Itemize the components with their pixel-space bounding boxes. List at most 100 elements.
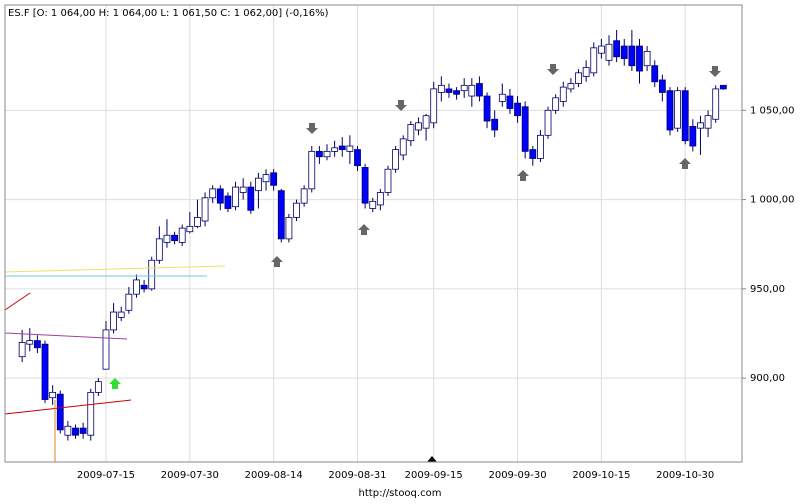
candle-body — [125, 293, 133, 311]
candle-body — [460, 84, 468, 92]
candle-body — [102, 329, 110, 370]
candle-body — [430, 88, 438, 124]
candle-body — [483, 95, 491, 122]
plot-frame — [4, 4, 743, 463]
x-tick-label: 2009-09-15 — [405, 470, 463, 481]
candle-body — [498, 93, 506, 102]
candle-body — [26, 340, 34, 345]
candle-body — [201, 197, 209, 222]
candle-body — [155, 238, 163, 261]
candle-body — [110, 311, 118, 331]
up-arrow — [679, 158, 691, 169]
candle-body — [567, 83, 575, 90]
candle-body — [133, 279, 140, 295]
candles — [18, 29, 727, 441]
candle-body — [697, 122, 704, 129]
candle-body — [247, 186, 255, 211]
candle-body — [255, 177, 262, 192]
x-tick-label: 2009-09-30 — [488, 470, 546, 481]
candle-body — [300, 188, 308, 204]
down-arrow — [306, 123, 318, 134]
candle-body — [544, 109, 552, 136]
candle-body — [224, 195, 232, 209]
candle-body — [41, 343, 49, 400]
candle-body — [270, 172, 278, 186]
candle-body — [163, 234, 171, 243]
candle-body — [148, 259, 156, 290]
candle-body — [72, 427, 79, 436]
candle-body — [620, 45, 628, 59]
candle-body — [216, 188, 224, 204]
candle-body — [33, 340, 41, 349]
candle-body — [277, 190, 285, 240]
candle-body — [239, 186, 247, 193]
up-arrow — [517, 170, 529, 181]
candle-body — [506, 95, 514, 109]
x-tick-label: 2009-10-30 — [656, 470, 714, 481]
y-tick-label: 950,00 — [750, 284, 785, 295]
candle-body — [476, 83, 483, 97]
candle-body — [338, 145, 346, 150]
candle-body — [453, 90, 460, 95]
candle-body — [658, 79, 666, 93]
trend-line — [4, 292, 31, 311]
candle-body — [232, 186, 239, 208]
candle-body — [537, 134, 544, 159]
candle-body — [712, 88, 720, 120]
trend-line — [4, 332, 128, 340]
candle-body — [415, 122, 422, 131]
marker — [427, 456, 437, 462]
x-tick-label: 2009-07-30 — [161, 470, 219, 481]
candle-body — [552, 97, 560, 111]
candle-body — [422, 115, 430, 129]
x-tick-label: 2009-08-14 — [245, 470, 303, 481]
trend-line — [4, 265, 226, 273]
candle-body — [597, 45, 605, 54]
candle-body — [613, 40, 621, 58]
candle-body — [719, 84, 727, 90]
candle-body — [186, 225, 194, 233]
candle-body — [643, 51, 651, 67]
candle-body — [666, 90, 674, 131]
candle-body — [331, 147, 339, 152]
candle-body — [354, 149, 361, 167]
candle-body — [94, 381, 102, 393]
candle-body — [704, 115, 712, 129]
trend-line — [4, 399, 132, 415]
candle-body — [575, 72, 582, 84]
candle-body — [651, 65, 659, 83]
down-arrow — [547, 64, 559, 75]
down-arrow — [709, 66, 721, 77]
candle-body — [399, 138, 407, 156]
candle-body — [590, 47, 598, 74]
candle-body — [194, 217, 201, 227]
candle-body — [392, 149, 400, 170]
source: http://stooq.com — [359, 488, 442, 499]
candle-body — [178, 227, 186, 243]
candle-body — [323, 150, 331, 158]
candle-body — [559, 86, 567, 102]
candle-body — [315, 150, 323, 158]
candle-body — [117, 311, 125, 318]
x-tick-label: 2009-08-31 — [328, 470, 386, 481]
candle-body — [209, 188, 217, 199]
signal-arrows — [109, 64, 721, 462]
candle-body — [628, 45, 636, 67]
candle-body — [445, 88, 453, 93]
candle-body — [79, 427, 87, 434]
candle-body — [308, 150, 316, 190]
candle-body — [689, 125, 697, 147]
up-arrow — [109, 378, 121, 389]
candle-body — [521, 106, 529, 152]
x-tick-label: 2009-10-15 — [572, 470, 630, 481]
candle-body — [407, 124, 415, 142]
candle-body — [468, 84, 476, 97]
candle-body — [87, 391, 95, 436]
candle-body — [64, 425, 72, 436]
candle-body — [514, 102, 521, 117]
y-tick-label: 900,00 — [750, 373, 785, 384]
candle-body — [361, 167, 369, 204]
candle-body — [605, 43, 613, 61]
